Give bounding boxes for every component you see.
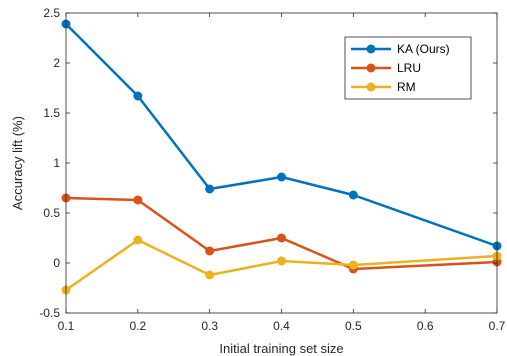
series-line <box>65 238 498 292</box>
data-point <box>133 235 143 245</box>
series-line <box>65 196 498 271</box>
legend-swatch-marker <box>366 63 376 73</box>
x-tick-label: 0.2 <box>129 319 146 333</box>
legend: KA (Ours) LRU RM <box>344 36 472 100</box>
y-tick-label: 2 <box>53 56 60 70</box>
x-tick-label: 0.6 <box>417 319 434 333</box>
legend-item: LRU <box>351 61 421 75</box>
x-tick-label: 0.7 <box>489 319 506 333</box>
data-point <box>348 190 358 200</box>
data-point <box>277 233 286 243</box>
data-point <box>133 195 143 205</box>
y-tick-label: -0.5 <box>39 306 60 320</box>
x-axis-label: Initial training set size <box>219 341 343 356</box>
x-tick-label: 0.4 <box>273 319 290 333</box>
legend-item: KA (Ours) <box>351 42 450 56</box>
legend-label: LRU <box>397 61 421 75</box>
x-tick-label: 0.1 <box>58 319 75 333</box>
data-point <box>205 184 215 194</box>
series-line <box>65 23 498 248</box>
y-tick-label: 0 <box>53 256 60 270</box>
legend-label: RM <box>397 80 416 94</box>
data-point <box>277 256 286 266</box>
data-point <box>205 270 215 280</box>
data-point <box>133 91 143 101</box>
data-point <box>348 260 358 270</box>
y-tick-label: 1 <box>53 156 60 170</box>
legend-swatch-marker <box>366 82 376 92</box>
legend-item: RM <box>351 80 416 94</box>
legend-label: KA (Ours) <box>397 42 450 56</box>
data-point <box>277 172 286 182</box>
legend-swatch-marker <box>366 44 376 54</box>
x-tick-label: 0.5 <box>345 319 362 333</box>
ticks-layer: 0.1 0.2 0.3 0.4 0.5 0.6 0.7 -0.5 0 0.5 1 1.5 2 2.5 <box>39 6 505 333</box>
data-point <box>205 246 215 256</box>
y-tick-label: 0.5 <box>43 206 60 220</box>
y-axis-label: Accuracy lift (%) <box>10 116 25 210</box>
y-tick-label: 2.5 <box>43 6 60 20</box>
y-tick-label: 1.5 <box>43 106 60 120</box>
x-tick-label: 0.3 <box>201 319 218 333</box>
